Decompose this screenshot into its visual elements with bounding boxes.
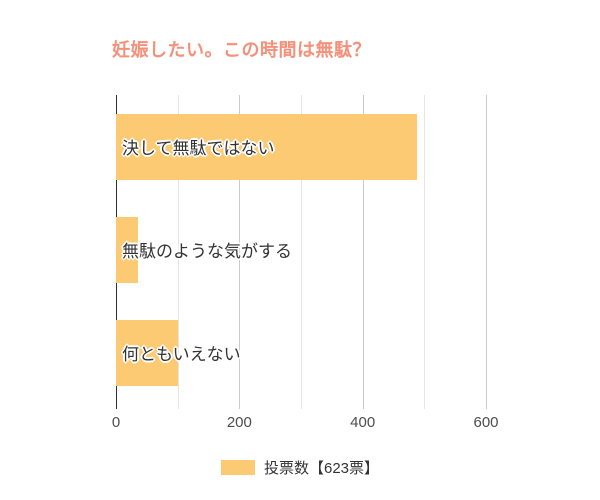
bar-label-1: 無駄のような気がする [122,242,292,261]
gridline-x-400 [362,95,364,404]
bar-2 [116,319,178,386]
x-tick-300 [301,404,302,409]
x-tick-400 [362,404,364,409]
gridline-x-600 [486,95,487,404]
gridline-x-100 [177,95,179,404]
x-tick-label-400: 400 [350,414,376,431]
x-tick-100 [177,404,179,409]
x-tick-200 [239,404,241,409]
x-tick-500 [424,404,426,409]
bar-label-2: 何ともいえない [122,345,241,364]
gridline-x-200 [239,95,241,404]
x-tick-label-0: 0 [111,414,121,431]
chart-title: 妊娠したい。この時間は無駄？ [112,40,371,60]
legend-swatch [220,460,255,475]
gridline-x-500 [424,95,426,404]
x-tick-0 [115,404,117,409]
x-tick-label-200: 200 [226,414,252,431]
x-tick-label-600: 600 [473,414,499,431]
plot-area: 決して無駄ではない 無駄のような気がする 何ともいえない 0 200 400 600 [112,95,499,431]
gridline-x-300 [301,95,302,404]
x-tick-600 [486,404,487,409]
bar-1 [116,216,138,283]
bar-label-0: 決して無駄ではない [122,139,275,158]
legend: 投票数【623票】 [0,457,600,478]
bar-0 [116,113,417,180]
legend-label: 投票数【623票】 [263,460,380,477]
